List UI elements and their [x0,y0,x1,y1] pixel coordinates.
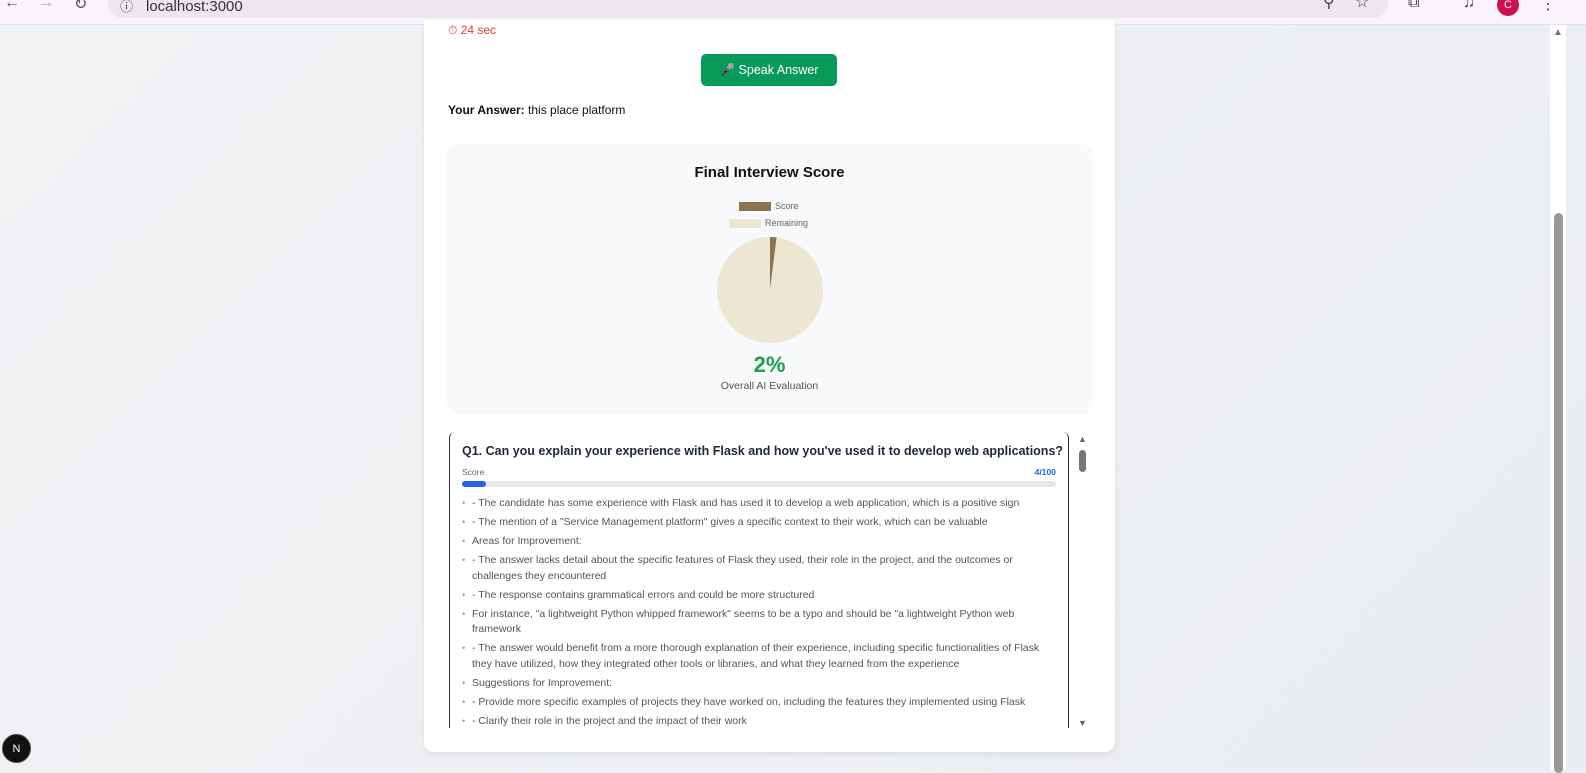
legend-label-remaining: Remaining [765,218,809,228]
score-progress-fill [462,481,486,487]
feedback-item: - The mention of a "Service Management p… [462,515,1058,531]
extensions-icon[interactable]: ⧉ [1408,0,1420,11]
feedback-list: - The candidate has some experience with… [462,496,1058,728]
pie-slice-remaining[interactable] [717,237,823,343]
menu-icon[interactable]: ⋮ [1540,0,1556,13]
score-label: Score [462,467,485,477]
url-text: localhost:3000 [146,0,243,15]
media-icon[interactable]: ♫ [1463,0,1475,11]
timer: ⏱ 24 sec [448,23,497,37]
score-caption: Overall AI Evaluation [720,380,819,392]
your-answer: Your Answer: this place platform [448,103,625,117]
feedback-item: - Clarify their role in the project and … [462,714,1058,729]
pie-slice-score[interactable] [770,237,777,290]
feedback-item: - The answer would benefit from a more t… [462,641,1058,672]
scroll-thumb[interactable] [1079,450,1086,472]
legend-score[interactable]: Score [739,201,799,211]
legend-label-score: Score [775,201,799,211]
interview-card: ⏱ 24 sec 🎤 Speak Answer Your Answer: thi… [424,20,1115,752]
forward-icon[interactable]: → [38,0,54,11]
feedback-scrollbar[interactable]: ▲ ▼ [1076,432,1090,728]
question-title: Q1. Can you explain your experience with… [462,444,1064,458]
legend-remaining[interactable]: Remaining [729,218,808,228]
profile-avatar[interactable]: C [1497,0,1519,16]
address-bar[interactable]: ⓘ localhost:3000 ⚲ ☆ [108,0,1388,18]
feedback-item: - The answer lacks detail about the spec… [462,553,1058,584]
reload-icon[interactable]: ↻ [74,0,88,13]
feedback-item: For instance, "a lightweight Python whip… [462,607,1058,638]
legend-swatch-score [739,201,771,211]
page-scrollbar[interactable]: ▲ [1550,25,1566,773]
feedback-item: - The candidate has some experience with… [462,496,1058,512]
score-title: Final Interview Score [694,164,845,181]
score-value: 4/100 [1034,467,1056,477]
question-feedback-list[interactable]: Q1. Can you explain your experience with… [449,432,1069,728]
legend-swatch-remaining [729,218,761,228]
answer-value: this place platform [528,103,626,117]
page-scroll-thumb[interactable] [1554,213,1563,773]
bookmark-star-icon[interactable]: ☆ [1355,0,1370,11]
scroll-down-icon[interactable]: ▼ [1078,718,1087,728]
scroll-up-icon[interactable]: ▲ [1078,434,1087,444]
feedback-item: - Provide more specific examples of proj… [462,695,1058,711]
score-percent: 2% [753,352,786,377]
speak-answer-button[interactable]: 🎤 Speak Answer [701,54,837,86]
site-info-icon[interactable]: ⓘ [120,0,134,14]
nextjs-dev-badge[interactable]: N [2,734,31,763]
feedback-item: Suggestions for Improvement: [462,676,1058,692]
final-score-panel: Final Interview Score Score Remaining 2%… [448,144,1091,412]
feedback-item: - The response contains grammatical erro… [462,588,1058,604]
score-progress-bar [462,481,1056,487]
page-scroll-up-icon[interactable]: ▲ [1553,27,1563,38]
answer-label: Your Answer: [448,103,525,117]
back-icon[interactable]: ← [4,0,20,11]
score-pie-chart [717,237,823,343]
feedback-item: Areas for Improvement: [462,534,1058,550]
zoom-icon[interactable]: ⚲ [1323,0,1335,11]
